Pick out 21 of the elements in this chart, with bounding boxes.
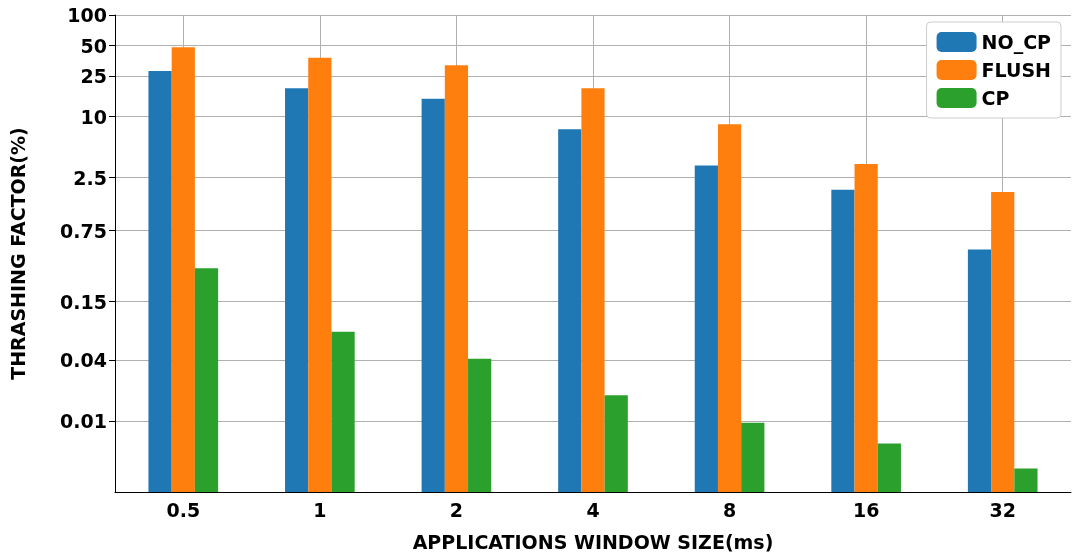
y-tick-label: 50 — [80, 34, 107, 57]
y-tick-label: 2.5 — [73, 166, 107, 189]
x-tick-label: 16 — [852, 498, 880, 521]
x-tick-label: 8 — [722, 498, 737, 521]
x-tick-label: 1 — [313, 498, 327, 521]
x-axis-title: APPLICATIONS WINDOW SIZE(ms) — [412, 530, 774, 553]
y-tick-label: 0.75 — [60, 219, 107, 242]
y-tick-label: 0.01 — [60, 410, 107, 433]
y-axis-title: THRASHING FACTOR(%) — [6, 127, 29, 380]
y-tick-label: 100 — [67, 4, 107, 26]
y-tick-label: 0.04 — [60, 348, 107, 371]
x-tick-label: 32 — [989, 498, 1016, 521]
y-tick-label: 0.15 — [60, 290, 107, 313]
y-tick-label: 10 — [80, 105, 107, 128]
y-tick-label: 25 — [80, 65, 107, 88]
legend-label: FLUSH — [981, 59, 1052, 81]
x-tick-label: 4 — [586, 498, 600, 521]
x-tick-label: 0.5 — [166, 498, 201, 521]
x-tick-label: 2 — [449, 498, 464, 521]
legend-label: CP — [981, 87, 1010, 109]
legend-label: NO_CP — [981, 31, 1052, 54]
